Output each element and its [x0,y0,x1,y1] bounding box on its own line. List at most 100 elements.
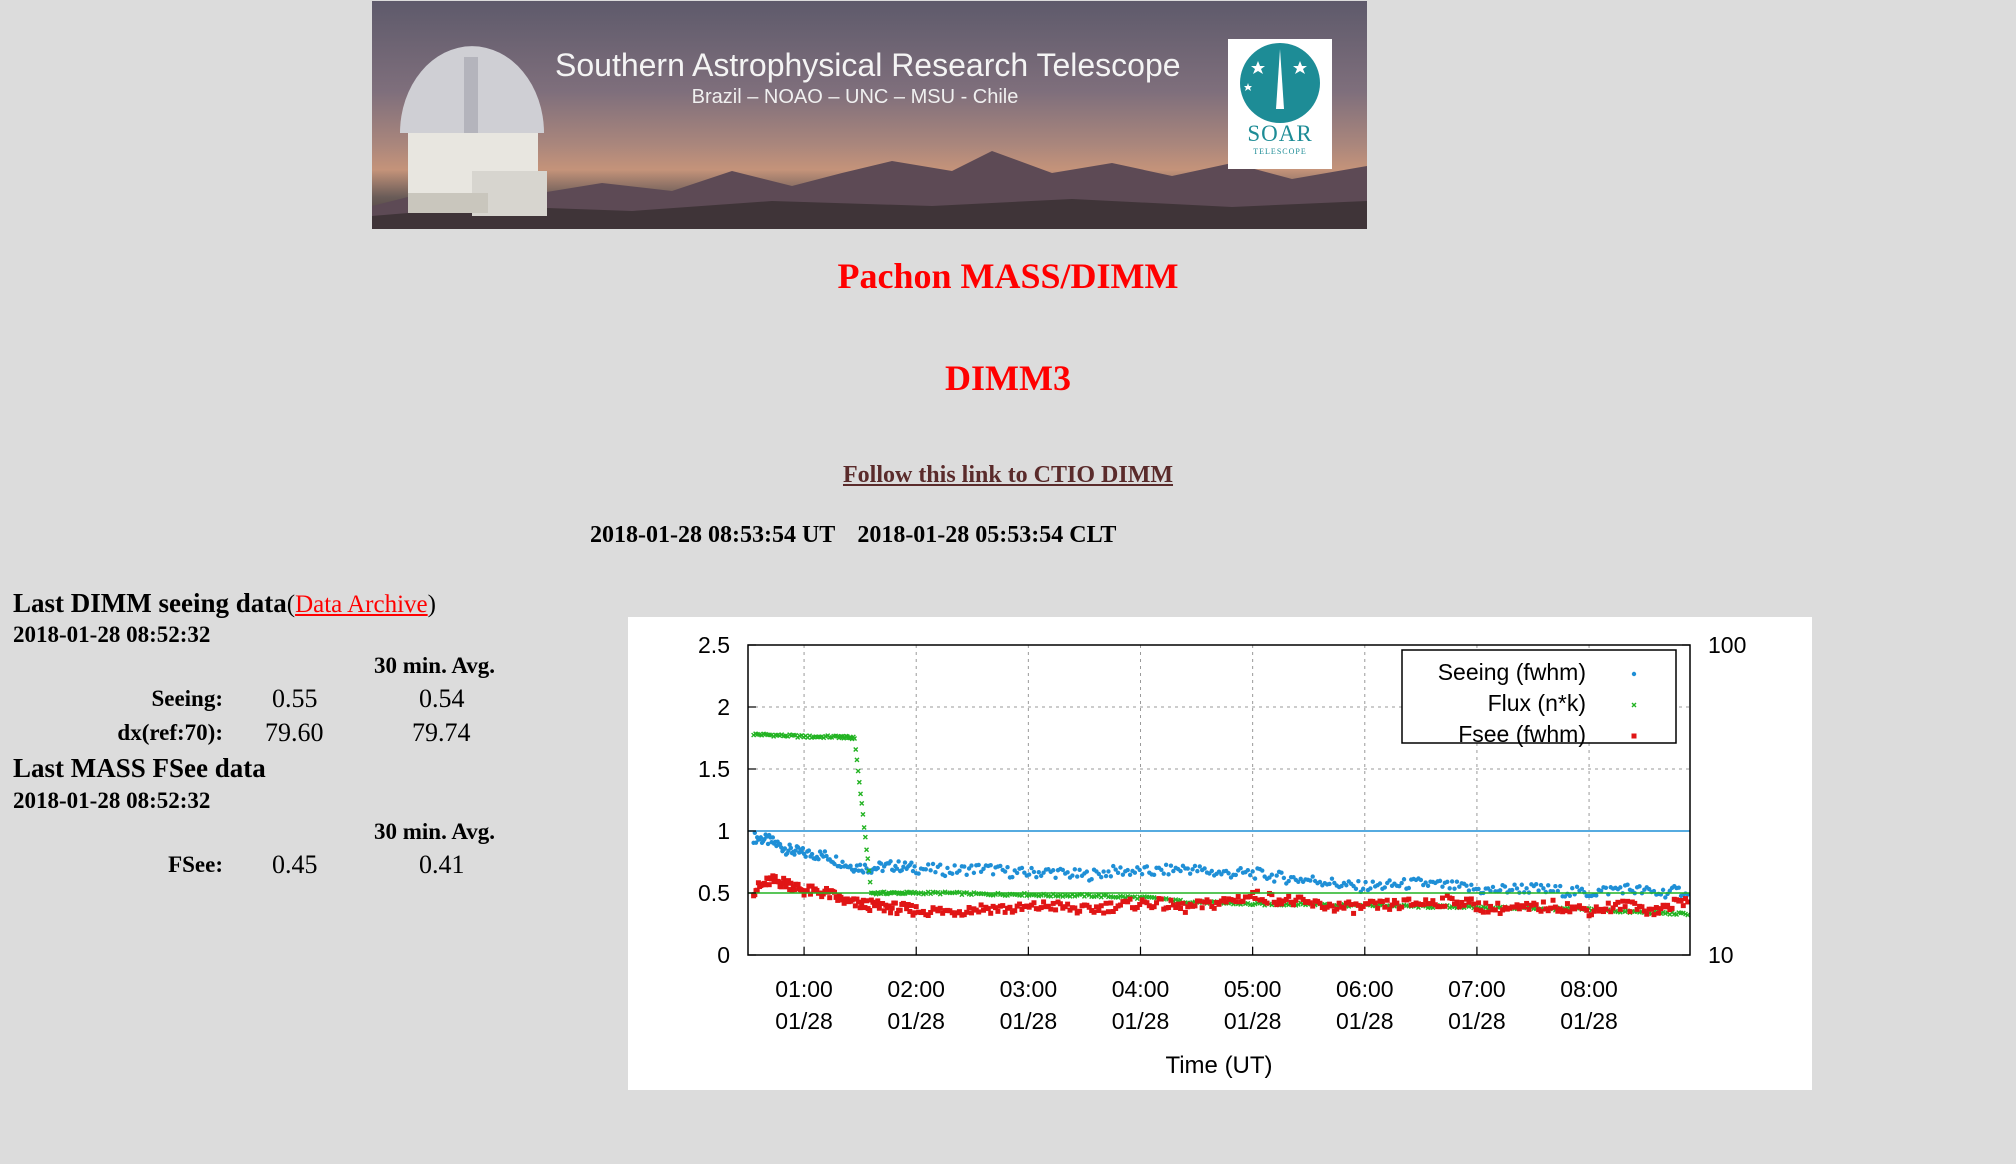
seeing-point [971,870,977,876]
fsee-point [1605,900,1611,906]
fsee-point [1632,900,1638,906]
seeing-point [1425,883,1431,889]
seeing-point [1509,887,1515,893]
fsee-point [1105,909,1111,915]
fsee-point [1031,900,1037,906]
fsee-point [763,882,769,888]
seeing-point [1118,865,1123,870]
fsee-point [1103,900,1109,906]
fsee-point [769,876,775,882]
fsee-point [1144,900,1150,906]
fsee-point [1017,901,1023,907]
fsee-point [1233,899,1239,905]
fsee-point [964,909,970,915]
seeing-point [1038,873,1044,879]
seeing-point [1065,870,1070,875]
seeing-point [909,860,914,865]
fsee-point [862,905,868,911]
seeing-point [976,862,981,868]
seeing-point [1077,867,1082,873]
seeing-point [1106,869,1111,874]
fsee-point [1476,900,1482,906]
fsee-point [1471,901,1477,907]
seeing-point [1144,864,1150,869]
fsee-point [1276,897,1282,903]
fsee-point [1550,897,1556,903]
seeing-point [896,859,901,864]
seeing-point [758,835,764,840]
fsee-point [1540,899,1546,905]
fsee-point [1449,896,1455,902]
fsee-point [904,906,910,912]
seeing-point [1260,868,1265,873]
fsee-point [888,910,894,916]
fsee-point [772,874,778,880]
fsee-point [928,909,934,915]
seeing-point [1274,873,1279,878]
seeing-value: 0.55 [272,684,318,713]
dx-avg: 79.74 [412,718,471,747]
seeing-point [1238,866,1243,871]
fsee-point [1038,905,1044,911]
seeing-point [1019,865,1025,871]
legend-label: Flux (n*k) [1488,690,1586,716]
flux-point [865,856,871,862]
fsee-point [1538,908,1544,914]
seeing-point [957,868,962,873]
seeing-point [793,848,798,853]
fsee-point [1192,903,1198,909]
seeing-point [1178,868,1183,874]
seeing-point [1101,869,1106,874]
seeing-point [1202,866,1207,871]
fsee-point [755,880,761,886]
flux-point [853,746,859,752]
seeing-point [923,867,929,872]
seeing-point [894,866,900,871]
fsee-point [1641,908,1647,914]
seeing-point [1329,876,1335,881]
seeing-point [1382,885,1388,890]
fsee-point [854,896,860,902]
seeing-chart: 0 0.5 1 1.5 2 2.5 10 100 01:00 01/28 02:00 01/28 03:… [628,617,1812,1090]
fsee-point [852,903,858,909]
seeing-point [1469,882,1474,888]
data-archive-link[interactable]: Data Archive [295,591,428,618]
ctio-dimm-link[interactable]: Follow this link to CTIO DIMM [842,462,1174,488]
x-tick-time-label: 07:00 [1448,976,1506,1002]
fsee-point [1045,903,1051,909]
fsee-point [940,910,946,916]
fsee-point [1480,909,1486,915]
seeing-point [1089,877,1094,882]
seeing-point [969,863,974,868]
chart-marks [748,731,1691,919]
seeing-point [1171,868,1176,874]
seeing-point [1096,871,1102,877]
flux-point [1005,892,1011,898]
fsee-point [1127,896,1133,902]
seeing-point [878,861,884,866]
seeing-point [822,849,828,854]
fsee-point [1000,903,1006,909]
seeing-point [1676,885,1681,890]
fsee-point [1372,900,1378,906]
x-tick-date-label: 01/28 [887,1008,945,1034]
seeing-point [1423,880,1428,885]
fsee-point [1603,906,1609,912]
seeing-point [930,861,936,867]
fsee-point [1576,903,1582,909]
fsee-point [766,882,772,888]
soar-logo: SOAR TELESCOPE [1228,39,1332,169]
fsee-point [1091,909,1097,915]
fsee-point [1427,901,1433,907]
fsee-point [935,908,941,914]
fsee-point [1158,896,1164,902]
fsee-point [1384,897,1390,903]
fsee-point [800,888,806,894]
fsee-point [776,879,782,885]
fsee-point [1382,904,1388,910]
fsee-point [851,896,857,902]
fsee-point [1048,906,1054,912]
seeing-point [1377,881,1383,886]
fsee-point [1495,900,1501,906]
fsee-point [1439,895,1445,901]
